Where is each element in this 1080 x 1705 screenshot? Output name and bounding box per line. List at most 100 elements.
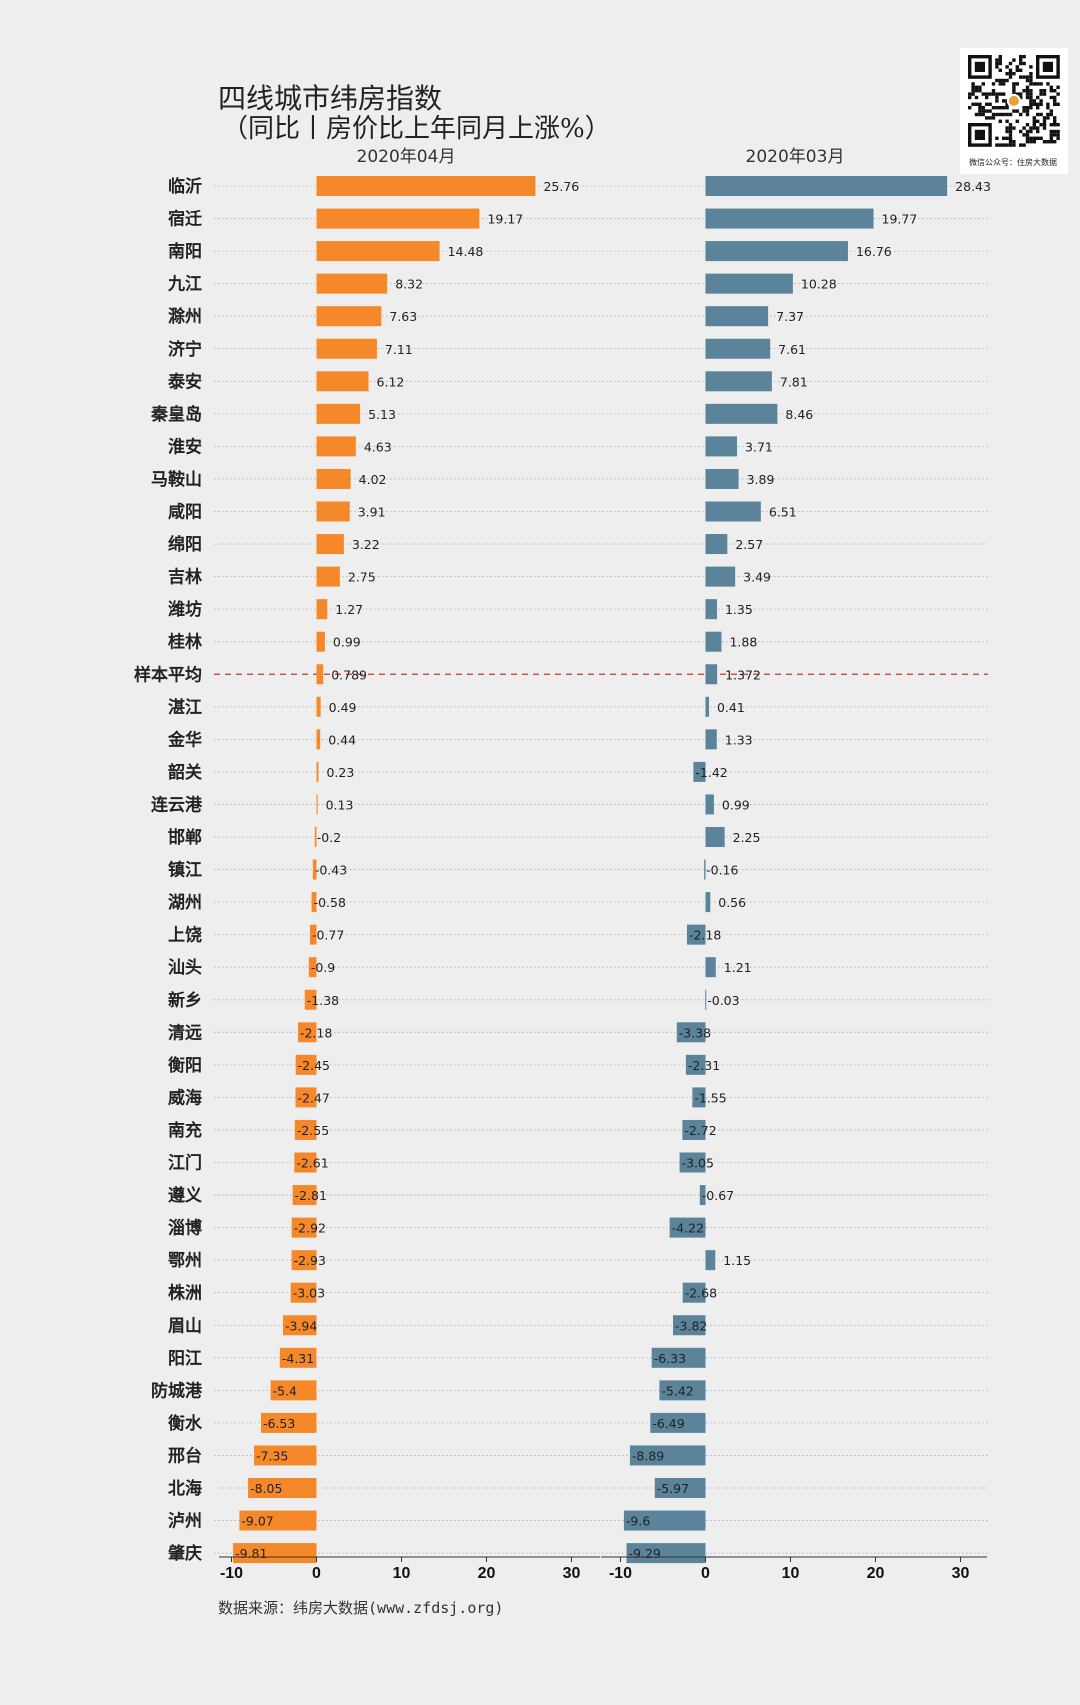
bar: [705, 501, 761, 522]
bar: [669, 1217, 706, 1238]
city-label: 临沂: [168, 176, 202, 197]
bar: [283, 1315, 317, 1336]
data-label: -0.43: [315, 863, 347, 878]
bar: [294, 1152, 317, 1173]
bar: [705, 273, 793, 294]
bar: [316, 534, 344, 555]
city-label: 泰安: [168, 371, 202, 392]
data-label: -2.18: [689, 928, 721, 943]
data-label: 28.43: [955, 179, 991, 194]
city-label: 吉林: [168, 567, 202, 588]
bar: [316, 631, 325, 652]
data-label: 5.13: [368, 407, 396, 422]
data-label: -5.42: [661, 1383, 693, 1398]
data-label: -3.82: [675, 1318, 707, 1333]
data-label: 2.25: [733, 830, 761, 845]
bar: [705, 468, 739, 489]
data-label: -2.55: [297, 1123, 329, 1138]
bar: [629, 1445, 706, 1466]
city-label: 邢台: [168, 1445, 202, 1466]
data-label: -9.29: [629, 1546, 661, 1561]
city-label: 北海: [168, 1478, 202, 1499]
city-label: 金华: [167, 729, 202, 750]
x-axes: -10 0 10 20 30 -10 0 10 20 30: [219, 1556, 987, 1582]
data-label: 19.17: [487, 212, 523, 227]
data-label: -3.03: [293, 1286, 325, 1301]
bar: [316, 664, 324, 685]
data-label: 3.91: [358, 505, 386, 520]
city-label: 防城港: [151, 1380, 203, 1401]
bar: [260, 1412, 317, 1433]
data-label: 1.21: [724, 960, 752, 975]
data-label: -1.38: [307, 993, 339, 1008]
bar: [705, 241, 848, 262]
bar: [705, 827, 725, 847]
data-label: -0.77: [312, 928, 344, 943]
city-label: 样本平均: [134, 664, 202, 685]
data-label: -6.33: [654, 1351, 686, 1366]
city-label: 阳江: [168, 1349, 202, 1369]
bar: [295, 1054, 317, 1075]
bar: [705, 729, 717, 750]
x-tick-label: 0: [312, 1565, 321, 1582]
bar: [297, 1022, 317, 1043]
bar: [705, 371, 772, 392]
bar: [316, 208, 480, 229]
city-label: 上饶: [168, 925, 202, 946]
city-label: 衡阳: [168, 1055, 202, 1076]
bar: [308, 957, 317, 978]
city-label: 济宁: [168, 339, 202, 360]
x-tick-label: -10: [220, 1565, 243, 1582]
data-label: 6.12: [377, 374, 405, 389]
qr-caption: 微信公众号：住房大数据: [969, 157, 1057, 167]
bar: [692, 1087, 706, 1108]
data-label: 10.28: [801, 277, 837, 292]
bar: [705, 664, 718, 685]
gridlines: [214, 185, 988, 1554]
bar: [316, 794, 318, 815]
data-label: -6.53: [263, 1416, 295, 1431]
bar: [705, 534, 728, 555]
bar: [686, 924, 706, 945]
city-label: 江门: [168, 1153, 202, 1174]
city-label: 绵阳: [168, 534, 202, 555]
bar: [292, 1185, 317, 1206]
data-label: -7.35: [256, 1448, 288, 1463]
data-label: -5.97: [657, 1481, 689, 1496]
data-label: 0.99: [722, 797, 750, 812]
bar: [316, 501, 350, 522]
city-label: 湖州: [168, 893, 202, 913]
bar: [316, 338, 377, 359]
city-label: 宿迁: [168, 209, 202, 230]
city-label: 清远: [168, 1022, 202, 1043]
city-label: 滁州: [168, 306, 202, 327]
city-label: 潍坊: [168, 599, 202, 620]
bar: [705, 436, 738, 457]
city-label: 连云港: [151, 794, 203, 815]
data-label: 4.02: [359, 472, 387, 487]
bar: [705, 338, 771, 359]
bar: [316, 176, 536, 196]
city-label: 桂林: [167, 632, 202, 653]
city-label: 汕头: [168, 958, 202, 978]
data-label: -0.16: [706, 863, 738, 878]
data-label: 7.81: [780, 374, 808, 389]
data-label: -9.81: [235, 1546, 267, 1561]
data-label: 14.48: [448, 244, 484, 259]
bar: [279, 1347, 317, 1368]
data-label: -2.81: [295, 1188, 327, 1203]
bar: [254, 1445, 317, 1466]
data-label: -3.05: [682, 1156, 714, 1171]
city-label: 湛江: [168, 697, 202, 718]
city-labels: 临沂宿迁南阳九江滁州济宁泰安秦皇岛淮安马鞍山咸阳绵阳吉林潍坊桂林样本平均湛江金华…: [134, 176, 203, 1564]
bar: [705, 989, 707, 1010]
bar: [316, 696, 321, 717]
data-label: -8.05: [250, 1481, 282, 1496]
x-tick-label: 10: [782, 1565, 800, 1582]
bar: [626, 1543, 706, 1564]
data-label: -0.9: [311, 960, 335, 975]
x-tick-label: 10: [393, 1565, 411, 1582]
city-label: 邯郸: [168, 827, 202, 848]
bar: [316, 403, 361, 424]
